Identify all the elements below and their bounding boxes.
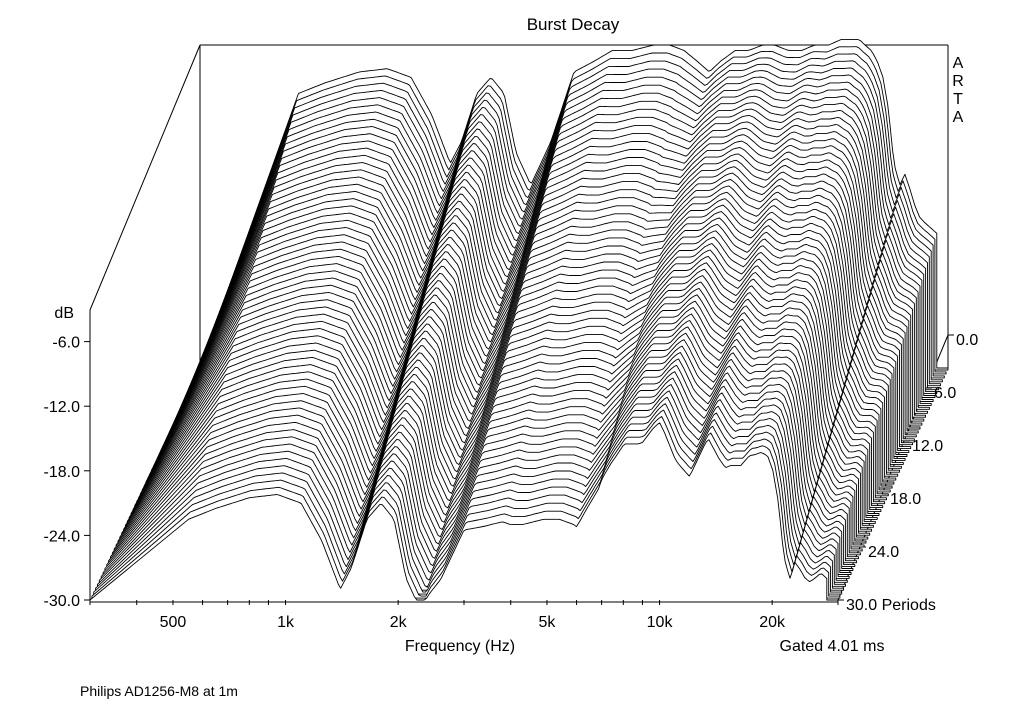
z-axis: 0.0 6.0 12.0 18.0 24.0 30.0 Periods [838,332,978,614]
chart-caption: Philips AD1256-M8 at 1m [80,683,238,699]
y-tick-label-4: -30.0 [44,593,81,610]
y-tick-label-0: -6.0 [52,335,80,352]
y-tick-label-2: -18.0 [44,464,81,481]
brand-letter-2: T [953,91,963,108]
x-axis: 500 1k 2k 5k 10k 20k [89,600,839,631]
chart-title: Burst Decay [527,15,620,34]
brand-letter-0: A [953,55,964,72]
gating-label: Gated 4.01 ms [780,638,885,655]
y-tick-label-1: -12.0 [44,399,81,416]
decay-slice-59 [89,422,839,603]
brand-letter-1: R [952,73,964,90]
z-tick-label-5: 30.0 Periods [846,597,936,614]
waterfall-slices [89,39,949,603]
y-axis-label: dB [54,305,74,322]
x-tick-label-0: 500 [160,614,187,631]
brand-letter-3: A [953,109,964,126]
z-tick-label-0: 0.0 [956,332,978,349]
frame-left-diagonal [89,44,201,311]
z-tick-label-3: 18.0 [890,491,921,508]
z-tick-label-2: 12.0 [912,438,943,455]
x-tick-label-2: 2k [390,614,408,631]
x-tick-label-4: 10k [647,614,674,631]
x-axis-label: Frequency (Hz) [405,638,515,655]
y-axis: -6.0 -12.0 -18.0 -24.0 -30.0 [44,335,90,610]
y-tick-label-3: -24.0 [44,528,81,545]
z-tick-label-1: 6.0 [934,385,956,402]
z-tick-label-4: 24.0 [868,544,899,561]
x-tick-label-1: 1k [277,614,295,631]
x-tick-label-3: 5k [539,614,557,631]
x-tick-label-5: 20k [759,614,786,631]
